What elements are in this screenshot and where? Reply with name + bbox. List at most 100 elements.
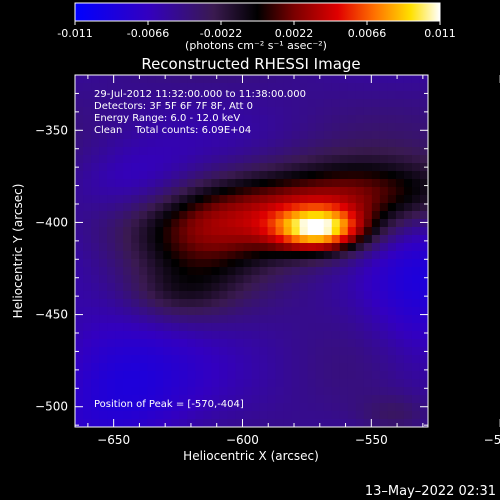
heatmap-cell [419,131,429,140]
heatmap-cell [419,99,429,108]
x-tick-label: −500 [484,433,500,447]
heatmap-cell [411,403,421,412]
heatmap-cell [283,307,293,316]
heatmap-cell [99,331,108,340]
heatmap-cell [387,187,397,196]
heatmap-cell [195,115,204,124]
heatmap-cell [243,371,252,380]
heatmap-cell [299,419,309,428]
heatmap-cell [91,291,100,300]
heatmap-cell [323,91,333,100]
heatmap-cell [227,251,236,260]
heatmap-cell [419,235,429,244]
heatmap-cell [259,355,268,364]
heatmap-cell [155,147,164,156]
heatmap-cell [299,211,309,220]
heatmap-cell [291,131,301,140]
heatmap-cell [387,275,397,284]
heatmap-cell [347,323,357,332]
heatmap-cell [315,403,325,412]
heatmap-cell [259,107,268,116]
heatmap-cell [219,379,228,388]
heatmap-cell [371,371,381,380]
heatmap-cell [187,155,196,164]
heatmap-cell [203,99,212,108]
heatmap-cell [315,107,325,116]
heatmap-cell [195,291,204,300]
heatmap-cell [139,227,148,236]
heatmap-cell [275,299,284,308]
heatmap-cell [395,339,405,348]
heatmap-cell [355,323,365,332]
heatmap-cell [363,419,373,428]
heatmap-cell [227,163,236,172]
heatmap-cell [259,299,268,308]
heatmap-cell [75,131,84,140]
heatmap-cell [171,83,180,92]
heatmap-cell [267,315,276,324]
heatmap-cell [259,403,268,412]
heatmap-cell [411,339,421,348]
heatmap-cell [291,123,301,132]
heatmap-cell [363,275,373,284]
heatmap-cell [315,139,325,148]
heatmap-cell [419,363,429,372]
heatmap-cell [347,155,357,164]
heatmap-cell [227,275,236,284]
heatmap-cell [211,379,220,388]
heatmap-cell [307,115,317,124]
heatmap-cell [299,411,309,420]
heatmap-cell [355,75,365,84]
heatmap-cell [291,363,301,372]
heatmap-cell [299,275,309,284]
heatmap-cell [147,211,156,220]
heatmap-cell [179,275,188,284]
heatmap-cell [163,299,172,308]
heatmap-cell [307,411,317,420]
heatmap-cell [171,411,180,420]
heatmap-cell [259,203,268,212]
heatmap-cell [323,387,333,396]
heatmap-cell [387,267,397,276]
heatmap-cell [203,339,212,348]
heatmap-cell [267,387,276,396]
heatmap-cell [219,251,228,260]
heatmap-cell [83,259,92,268]
heatmap-cell [83,195,92,204]
heatmap-cell [347,419,357,428]
heatmap-cell [243,179,252,188]
heatmap-cell [107,235,116,244]
heatmap-cell [123,371,132,380]
heatmap-cell [203,403,212,412]
heatmap-cell [187,243,196,252]
annotation-clean-counts: Clean Total counts: 6.09E+04 [94,125,251,136]
heatmap-cell [227,155,236,164]
heatmap-cell [275,251,284,260]
heatmap-cell [275,323,284,332]
heatmap-cell [267,179,276,188]
heatmap-cell [163,107,172,116]
heatmap-cell [179,363,188,372]
heatmap-cell [83,403,92,412]
heatmap-cell [75,411,84,420]
heatmap-cell [235,235,244,244]
heatmap-cell [203,363,212,372]
heatmap-cell [251,99,260,108]
heatmap-cell [331,75,341,84]
x-tick-label: −600 [226,433,259,447]
heatmap-cell [379,251,389,260]
heatmap-cell [195,75,204,84]
heatmap-cell [211,267,220,276]
heatmap-cell [227,139,236,148]
heatmap-cell [323,179,333,188]
heatmap-cell [179,83,188,92]
heatmap-cell [235,91,244,100]
heatmap-cell [107,227,116,236]
heatmap-cell [75,331,84,340]
heatmap-cell [291,347,301,356]
heatmap-cell [155,83,164,92]
heatmap-cell [387,315,397,324]
heatmap-cell [115,387,124,396]
heatmap-cell [187,251,196,260]
heatmap-cell [187,163,196,172]
